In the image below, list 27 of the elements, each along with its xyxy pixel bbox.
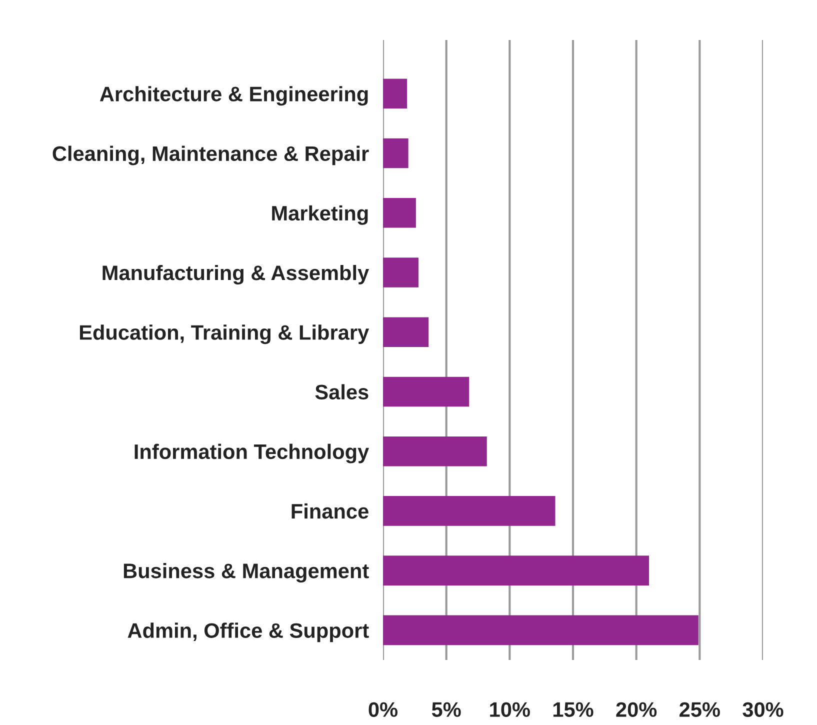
x-tick-label: 5% [432, 702, 461, 717]
bar [383, 436, 487, 466]
bar [383, 78, 408, 109]
bar [383, 615, 698, 646]
x-tick-label: 0% [368, 702, 398, 717]
y-tick-label: Sales [315, 384, 368, 400]
y-tick-label: Cleaning, Maintenance & Repair [52, 146, 369, 166]
y-tick-label: Education, Training & Library [80, 324, 370, 344]
y-tick-label: Finance [292, 503, 368, 519]
y-tick-label: Manufacturing & Assembly [102, 264, 370, 284]
y-tick-label: Architecture & Engineering [100, 86, 368, 106]
bar [383, 317, 429, 348]
x-tick-label: 15% [553, 702, 594, 717]
bar [383, 198, 416, 228]
y-tick-label: Marketing [272, 205, 368, 225]
x-tick-label: 10% [490, 702, 530, 717]
y-tick-label: Information Technology [134, 444, 370, 464]
bar [383, 556, 649, 586]
y-tick-label: Admin, Office & Support [128, 622, 369, 642]
x-tick-label: 20% [616, 702, 657, 717]
x-tick-label: 25% [680, 702, 720, 717]
bar [383, 138, 408, 168]
bar [383, 496, 556, 526]
bar [383, 376, 470, 407]
y-tick-label: Business & Management [124, 563, 369, 583]
bar [383, 258, 418, 288]
x-tick-label: 30% [742, 702, 784, 717]
